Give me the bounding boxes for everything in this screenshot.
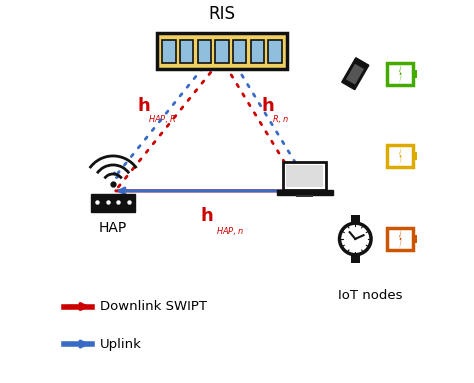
Polygon shape: [399, 64, 401, 84]
Bar: [283, 162, 326, 190]
Polygon shape: [346, 64, 364, 85]
Bar: [387, 228, 413, 250]
Bar: [413, 235, 417, 243]
Bar: [413, 70, 417, 78]
Text: Downlink SWIPT: Downlink SWIPT: [100, 300, 207, 313]
FancyBboxPatch shape: [157, 33, 287, 69]
Bar: [251, 39, 264, 63]
Bar: [351, 255, 360, 263]
Bar: [91, 194, 135, 212]
Text: HAP: HAP: [99, 221, 127, 235]
Bar: [276, 190, 333, 195]
Bar: [233, 39, 246, 63]
Text: $_{HAP,R}$: $_{HAP,R}$: [148, 113, 176, 126]
Bar: [268, 39, 282, 63]
Bar: [413, 152, 417, 160]
Polygon shape: [399, 146, 401, 167]
Text: $\mathbf{h}$: $\mathbf{h}$: [201, 207, 214, 225]
Bar: [387, 63, 413, 85]
Bar: [387, 146, 413, 167]
Bar: [180, 39, 193, 63]
Bar: [215, 39, 229, 63]
Bar: [286, 165, 323, 187]
Bar: [296, 195, 313, 197]
Text: $\mathbf{h}$: $\mathbf{h}$: [261, 97, 275, 115]
Text: IoT nodes: IoT nodes: [338, 289, 402, 302]
Polygon shape: [342, 58, 369, 90]
Text: $_{R,n}$: $_{R,n}$: [272, 113, 289, 126]
Text: $\mathbf{h}$: $\mathbf{h}$: [137, 97, 151, 115]
Circle shape: [339, 223, 371, 255]
Bar: [351, 215, 360, 223]
Polygon shape: [399, 229, 401, 249]
Bar: [198, 39, 211, 63]
Text: $_{HAP,n}$: $_{HAP,n}$: [216, 225, 244, 238]
Text: Uplink: Uplink: [100, 337, 142, 350]
Bar: [162, 39, 176, 63]
Text: RIS: RIS: [209, 5, 236, 23]
